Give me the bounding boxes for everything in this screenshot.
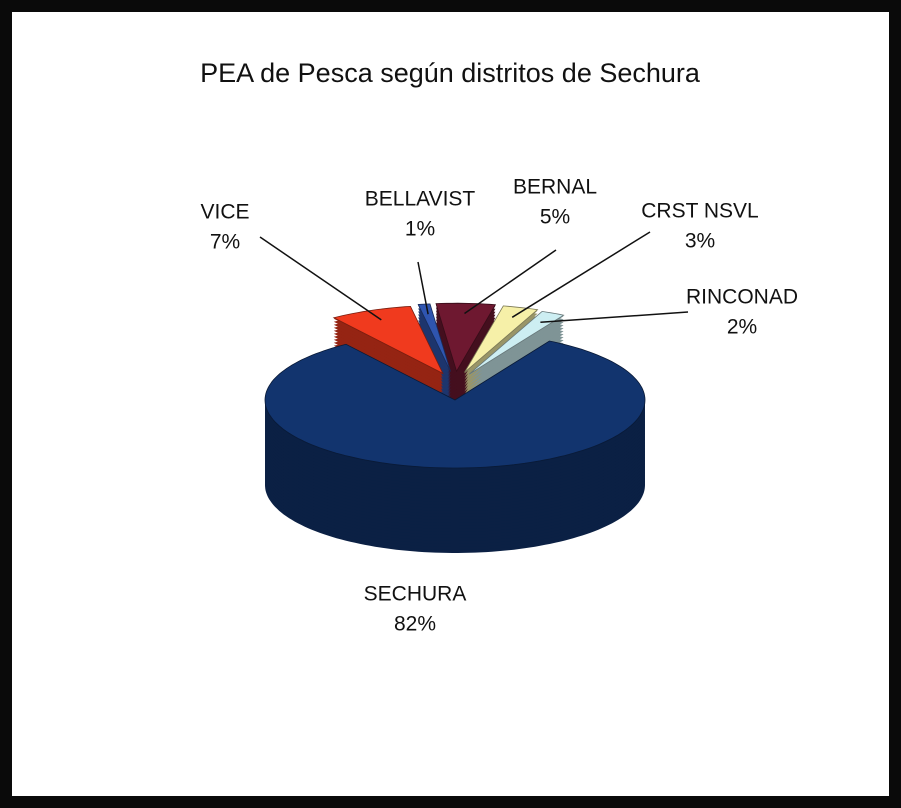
slice-top	[464, 305, 539, 373]
slice-value-label: 82%	[394, 613, 436, 636]
slice-side	[464, 309, 538, 377]
leader-line	[259, 236, 382, 321]
slice-side	[469, 324, 564, 388]
slice-side	[418, 319, 451, 388]
slice-side	[469, 321, 564, 385]
slice-label: VICE	[200, 201, 249, 224]
slice	[264, 340, 646, 553]
slice-value-label: 3%	[685, 230, 715, 253]
slice-side	[418, 313, 451, 382]
slice-value-label: 2%	[727, 316, 757, 339]
slice-value-label: 7%	[210, 231, 240, 254]
slice-top	[468, 310, 565, 375]
slice-top	[417, 303, 451, 372]
slice-side	[469, 327, 564, 391]
leader-line	[511, 231, 651, 318]
slice-top	[332, 305, 444, 375]
leader-line	[464, 249, 557, 315]
chart-title: PEA de Pesca según distritos de Sechura	[200, 58, 701, 88]
slice-side	[469, 318, 564, 382]
slice-top	[435, 302, 497, 373]
slice-side	[469, 315, 564, 379]
slice-side	[418, 307, 451, 376]
slice-side	[418, 316, 451, 385]
slice-label: SECHURA	[364, 583, 467, 606]
leader-line	[417, 261, 429, 315]
leader-line	[540, 311, 689, 324]
slice-value-label: 1%	[405, 218, 435, 241]
slice-side	[418, 310, 451, 379]
slice-label: RINCONAD	[686, 286, 798, 309]
slice-label: CRST NSVL	[641, 200, 758, 223]
slice-label: BERNAL	[513, 176, 597, 199]
slice-label: BELLAVIST	[365, 188, 476, 211]
slice-top	[264, 340, 646, 469]
slice-value-label: 5%	[540, 206, 570, 229]
